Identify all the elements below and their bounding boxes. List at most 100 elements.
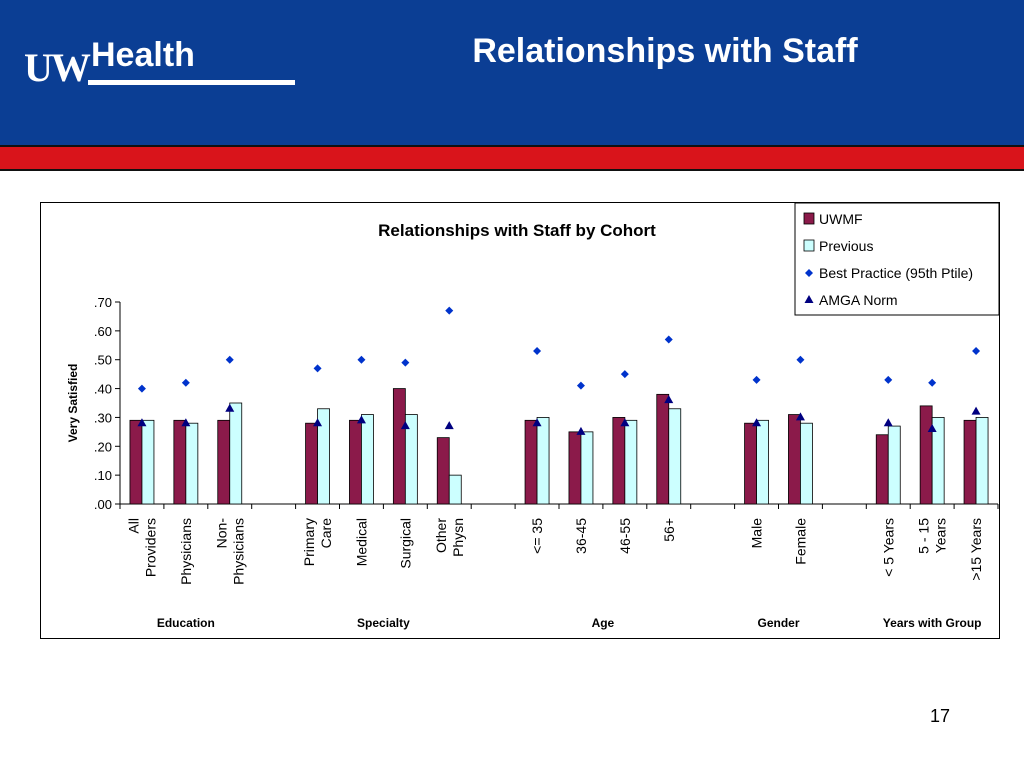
- x-category-label: Surgical: [397, 518, 413, 569]
- bar-previous: [931, 417, 945, 505]
- legend-marker: [804, 295, 814, 303]
- y-tick-label: .50: [94, 353, 112, 368]
- bar-previous: [975, 417, 989, 505]
- marker-best-practice: [357, 355, 366, 364]
- bar-previous: [800, 422, 813, 505]
- bar-uwmf: [173, 419, 187, 505]
- legend-entry: UWMF: [819, 211, 863, 227]
- marker-best-practice: [928, 378, 937, 387]
- marker-amga-norm: [313, 418, 323, 427]
- slide-title: Relationships with Staff: [472, 32, 858, 70]
- y-tick-label: .20: [94, 439, 112, 454]
- marker-amga-norm: [620, 418, 630, 427]
- marker-amga-norm: [532, 418, 542, 427]
- logo-health: Health: [91, 36, 195, 74]
- x-category-label: Years: [933, 518, 949, 553]
- x-category-label: All: [125, 518, 141, 534]
- x-category-label: Physicians: [178, 518, 194, 585]
- bar-previous: [668, 408, 682, 505]
- legend-box: [794, 203, 1000, 316]
- x-category-label: Medical: [353, 518, 369, 566]
- x-group-label: Specialty: [357, 616, 410, 630]
- bar-previous: [887, 425, 901, 505]
- legend-entry: Previous: [819, 238, 873, 254]
- marker-amga-norm: [576, 426, 586, 435]
- x-category-label: Providers: [142, 518, 158, 577]
- x-group-label: Years with Group: [883, 616, 982, 630]
- bar-uwmf: [612, 417, 626, 505]
- x-category-label: < 5 Years: [880, 518, 896, 577]
- bar-uwmf: [129, 419, 143, 505]
- x-category-label: 36-45: [573, 518, 589, 554]
- bar-previous: [448, 474, 462, 505]
- bar-uwmf: [744, 422, 757, 505]
- x-category-label: Physicians: [230, 518, 246, 585]
- marker-best-practice: [752, 375, 761, 384]
- x-category-label: <= 35: [529, 518, 545, 554]
- bar-uwmf: [524, 419, 538, 505]
- slide-header: UW Health Relationships with Staff: [0, 0, 1024, 145]
- bar-previous: [141, 419, 155, 505]
- marker-best-practice: [664, 335, 673, 344]
- marker-amga-norm: [400, 421, 410, 430]
- legend-entry: AMGA Norm: [819, 292, 898, 308]
- marker-amga-norm: [137, 418, 147, 427]
- logo-underline: [88, 80, 295, 85]
- x-category-label: Other: [433, 518, 449, 553]
- chart-frame: Relationships with Staff by Cohort .00 .10…: [40, 202, 1000, 639]
- y-tick-label: .40: [94, 382, 112, 397]
- bar-previous: [404, 414, 418, 505]
- marker-amga-norm: [664, 395, 674, 404]
- bar-uwmf: [788, 414, 801, 505]
- marker-amga-norm: [795, 412, 805, 421]
- marker-amga-norm: [356, 415, 366, 424]
- marker-amga-norm: [971, 406, 981, 415]
- x-category-label: Non-: [213, 518, 229, 549]
- marker-best-practice: [620, 370, 629, 379]
- legend-swatch: [803, 212, 815, 225]
- bar-previous: [756, 419, 769, 505]
- marker-amga-norm: [927, 423, 937, 432]
- bar-previous: [317, 408, 330, 505]
- marker-amga-norm: [883, 418, 893, 427]
- bar-uwmf: [305, 422, 318, 505]
- bar-uwmf: [919, 405, 933, 505]
- marker-best-practice: [576, 381, 585, 390]
- bar-uwmf: [656, 393, 670, 505]
- y-tick-label: .30: [94, 410, 112, 425]
- y-axis-label: Very Satisfied: [66, 364, 80, 443]
- legend-swatch: [803, 239, 815, 252]
- bar-previous: [536, 417, 550, 505]
- bar-uwmf: [875, 434, 889, 505]
- page-number: 17: [930, 706, 951, 726]
- marker-best-practice: [401, 358, 410, 367]
- x-category-label: >15 Years: [968, 518, 984, 581]
- logo-uw: UW: [24, 45, 91, 90]
- bar-uwmf: [217, 419, 231, 505]
- bar-uwmf: [349, 419, 362, 505]
- legend-marker: [805, 269, 813, 277]
- marker-best-practice: [533, 347, 542, 356]
- bar-uwmf: [568, 431, 582, 505]
- x-category-label: 56+: [661, 518, 677, 542]
- header-red-band: [0, 145, 1024, 171]
- marker-best-practice: [884, 375, 893, 384]
- bar-uwmf: [392, 388, 406, 505]
- x-group-label: Gender: [757, 616, 799, 630]
- marker-best-practice: [445, 306, 454, 315]
- y-tick-label: .10: [94, 468, 112, 483]
- bar-previous: [361, 414, 374, 505]
- y-tick-label: .00: [94, 497, 112, 512]
- bar-uwmf: [963, 419, 977, 505]
- marker-best-practice: [313, 364, 322, 373]
- marker-best-practice: [181, 378, 190, 387]
- x-group-label: Age: [592, 616, 615, 630]
- marker-amga-norm: [444, 421, 454, 430]
- marker-best-practice: [972, 347, 981, 356]
- x-category-label: Care: [318, 518, 334, 549]
- x-category-label: Male: [749, 518, 765, 549]
- x-category-label: Physn: [450, 518, 466, 557]
- bar-previous: [229, 402, 243, 505]
- chart-title: Relationships with Staff by Cohort: [378, 221, 656, 240]
- bar-previous: [624, 419, 638, 505]
